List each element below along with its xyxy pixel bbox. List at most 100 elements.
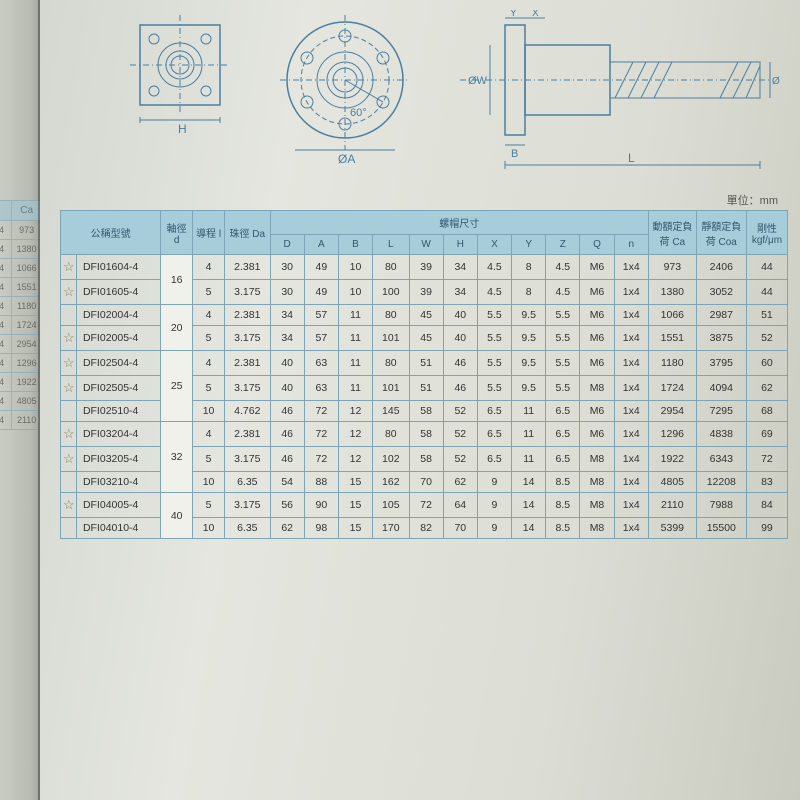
cell-D: 30 [270, 280, 304, 305]
cell-L: 162 [373, 472, 409, 493]
cell-L: 102 [373, 447, 409, 472]
col-Q: Q [580, 235, 614, 255]
cell-X: 6.5 [477, 422, 511, 447]
cell-W: 72 [409, 493, 443, 518]
cell-K: 60 [746, 351, 787, 376]
star-icon: ☆ [61, 376, 77, 401]
cell-A: 90 [304, 493, 338, 518]
cell-D: 40 [270, 351, 304, 376]
cell-l: 4 [193, 422, 225, 447]
cell-l: 4 [193, 305, 225, 326]
cell-L: 80 [373, 255, 409, 280]
cell-n: 1x4 [614, 255, 648, 280]
cell-X: 5.5 [477, 351, 511, 376]
model-number: DFI02510-4 [76, 401, 160, 422]
cell-da: 4.762 [225, 401, 271, 422]
col-n: n [614, 235, 648, 255]
cell-l: 5 [193, 280, 225, 305]
cell-X: 4.5 [477, 280, 511, 305]
cell-X: 4.5 [477, 255, 511, 280]
cell-Y: 9.5 [512, 351, 546, 376]
cell-da: 2.381 [225, 351, 271, 376]
star-icon: ☆ [61, 422, 77, 447]
cell-H: 46 [443, 351, 477, 376]
cell-A: 72 [304, 422, 338, 447]
cell-D: 46 [270, 447, 304, 472]
cell-A: 98 [304, 518, 338, 539]
spec-table: 公稱型號 軸徑 d 導程 l 珠徑 Da 螺帽尺寸 動額定負荷 Ca 靜額定負荷… [60, 210, 788, 539]
cell-n: 1x4 [614, 401, 648, 422]
cell-da: 3.175 [225, 280, 271, 305]
model-number: DFI04010-4 [76, 518, 160, 539]
cell-Z: 6.5 [546, 401, 580, 422]
cell-Z: 5.5 [546, 305, 580, 326]
cell-Coa: 2987 [696, 305, 746, 326]
cell-Y: 14 [512, 493, 546, 518]
cell-A: 88 [304, 472, 338, 493]
cell-l: 4 [193, 351, 225, 376]
cell-l: 5 [193, 493, 225, 518]
table-row: ☆DFI02504-42542.3814063118051465.59.55.5… [61, 351, 788, 376]
svg-text:Y: Y [510, 10, 517, 19]
cell-Ca: 1724 [648, 376, 696, 401]
cell-L: 145 [373, 401, 409, 422]
col-nut: 螺帽尺寸 [270, 211, 648, 235]
cell-Coa: 4094 [696, 376, 746, 401]
cell-X: 5.5 [477, 326, 511, 351]
cell-da: 3.175 [225, 447, 271, 472]
cell-Ca: 1066 [648, 305, 696, 326]
cell-Z: 5.5 [546, 351, 580, 376]
col-Y: Y [512, 235, 546, 255]
cell-W: 45 [409, 326, 443, 351]
model-number: DFI03205-4 [76, 447, 160, 472]
front-view-round-flange-diagram: 60° ØA [260, 10, 430, 170]
cell-H: 70 [443, 518, 477, 539]
cell-l: 4 [193, 255, 225, 280]
shaft-diameter: 25 [161, 351, 193, 422]
cell-L: 80 [373, 422, 409, 447]
cell-n: 1x4 [614, 280, 648, 305]
svg-text:ØA: ØA [338, 152, 355, 166]
cell-Coa: 3052 [696, 280, 746, 305]
cell-A: 49 [304, 280, 338, 305]
cell-Q: M8 [580, 518, 614, 539]
cell-W: 58 [409, 401, 443, 422]
cell-B: 10 [338, 255, 372, 280]
table-header: 公稱型號 軸徑 d 導程 l 珠徑 Da 螺帽尺寸 動額定負荷 Ca 靜額定負荷… [61, 211, 788, 255]
cell-D: 56 [270, 493, 304, 518]
shaft-diameter: 20 [161, 305, 193, 351]
cell-L: 101 [373, 376, 409, 401]
cell-W: 82 [409, 518, 443, 539]
cell-n: 1x4 [614, 305, 648, 326]
model-number: DFI03210-4 [76, 472, 160, 493]
cell-Z: 8.5 [546, 472, 580, 493]
catalog-page: H 60° ØA [40, 0, 800, 800]
front-view-square-flange-diagram: H [120, 10, 240, 160]
cell-H: 64 [443, 493, 477, 518]
cell-A: 57 [304, 305, 338, 326]
cell-Z: 8.5 [546, 518, 580, 539]
svg-text:B: B [511, 148, 518, 160]
technical-drawing-area: H 60° ØA [60, 10, 788, 190]
cell-da: 2.381 [225, 305, 271, 326]
col-B: B [338, 235, 372, 255]
cell-A: 72 [304, 401, 338, 422]
cell-L: 80 [373, 305, 409, 326]
svg-text:Ød: Ød [772, 76, 780, 87]
cell-B: 15 [338, 493, 372, 518]
cell-K: 84 [746, 493, 787, 518]
cell-n: 1x4 [614, 326, 648, 351]
cell-Z: 4.5 [546, 280, 580, 305]
cell-da: 6.35 [225, 472, 271, 493]
cell-K: 44 [746, 280, 787, 305]
model-number: DFI01605-4 [76, 280, 160, 305]
cell-W: 58 [409, 447, 443, 472]
star-icon [61, 305, 77, 326]
shaft-diameter: 16 [161, 255, 193, 305]
cell-A: 57 [304, 326, 338, 351]
cell-Y: 14 [512, 518, 546, 539]
model-number: DFI02004-4 [76, 305, 160, 326]
cell-Q: M6 [580, 351, 614, 376]
svg-text:X: X [532, 10, 539, 19]
star-icon: ☆ [61, 280, 77, 305]
